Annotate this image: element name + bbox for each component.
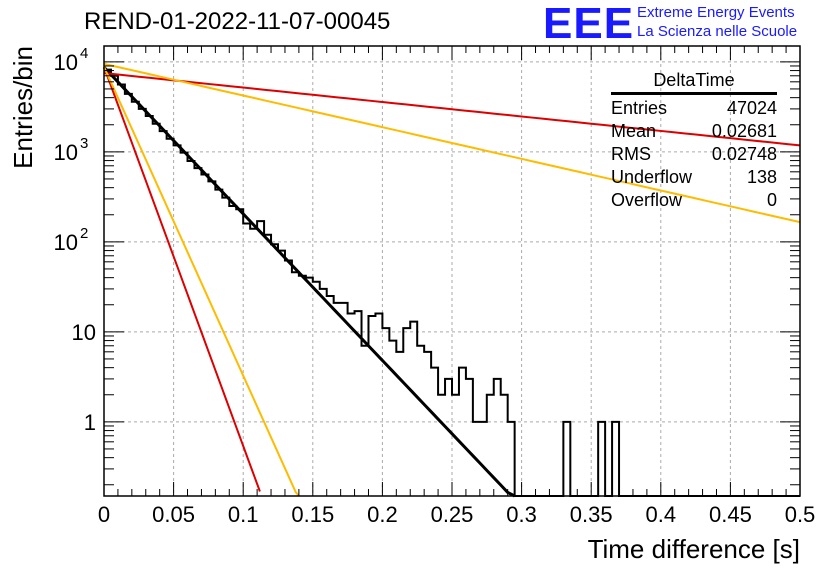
stats-row-entries: Entries 47024: [611, 97, 777, 120]
logo-line-2: La Scienza nelle Scuole: [637, 23, 798, 40]
fit-line-3: [103, 66, 261, 492]
x-tick-label: 0.35: [570, 502, 613, 527]
x-tick-label: 0.3: [506, 502, 537, 527]
x-tick-label: 0.25: [431, 502, 474, 527]
y-tick-exponent: 2: [80, 225, 88, 242]
x-tick-label: 0.2: [367, 502, 398, 527]
stats-value: 138: [746, 167, 777, 187]
chart-title: REND-01-2022-11-07-00045: [84, 8, 391, 35]
stats-title: DeltaTime: [611, 70, 777, 95]
stats-value: 0.02681: [711, 121, 777, 141]
stats-label: Underflow: [611, 167, 693, 187]
stats-label: RMS: [611, 144, 651, 164]
stats-value: 0: [766, 190, 777, 210]
x-tick-label: 0: [98, 502, 110, 527]
y-tick-label: 10: [54, 230, 78, 255]
x-tick-label: 0.15: [291, 502, 334, 527]
y-tick-exponent: 4: [80, 45, 88, 62]
y-tick-exponent: 3: [80, 135, 88, 152]
stats-value: 47024: [726, 98, 777, 118]
x-tick-label: 0.1: [228, 502, 259, 527]
fit-line-1: [103, 72, 801, 147]
stats-row-mean: Mean 0.02681: [611, 120, 777, 143]
y-tick-label: 1: [84, 410, 96, 435]
stats-label: Overflow: [611, 190, 683, 210]
y-tick-label: 10: [54, 140, 78, 165]
fit-line-0: [102, 66, 516, 498]
x-tick-label: 0.4: [646, 502, 677, 527]
eee-logo: EEE: [543, 0, 635, 48]
stats-row-rms: RMS 0.02748: [611, 143, 777, 166]
fit-line-4: [103, 66, 300, 497]
x-tick-label: 0.05: [152, 502, 195, 527]
stats-box: DeltaTime Entries 47024 Mean 0.02681 RMS…: [611, 70, 777, 212]
stats-row-underflow: Underflow 138: [611, 166, 777, 189]
stats-label: Entries: [611, 98, 668, 118]
x-tick-label: 0.5: [785, 502, 816, 527]
x-tick-label: 0.45: [709, 502, 752, 527]
logo-line-1: Extreme Energy Events: [637, 4, 795, 21]
stats-value: 0.02748: [711, 144, 777, 164]
stats-label: Mean: [611, 121, 657, 141]
fit-line-2: [103, 62, 801, 224]
x-axis-label: Time difference [s]: [588, 534, 800, 564]
y-tick-label: 10: [54, 50, 78, 75]
y-axis-label: Entries/bin: [8, 46, 38, 169]
stats-row-overflow: Overflow 0: [611, 189, 777, 212]
y-tick-label: 10: [72, 320, 96, 345]
